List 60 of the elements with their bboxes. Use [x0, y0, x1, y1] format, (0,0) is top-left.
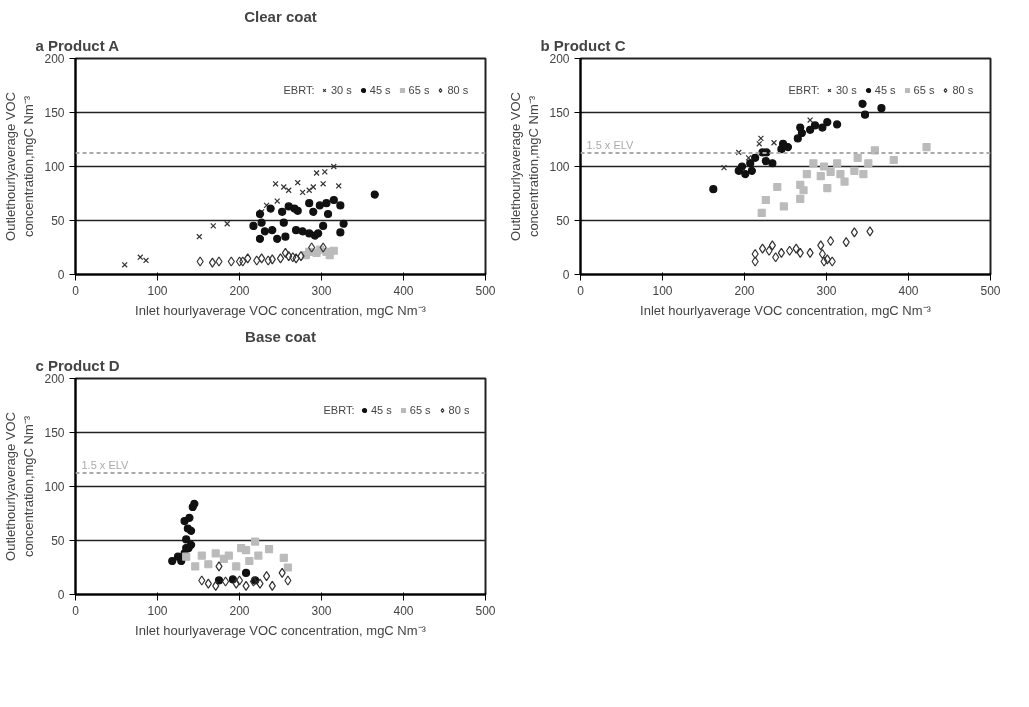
chart-title: a Product A [35, 36, 120, 54]
x-tick-label: 400 [898, 283, 919, 298]
x-tick-label: 400 [393, 603, 414, 618]
x-tick-label: 200 [229, 603, 250, 618]
y-axis-title: Outlethourlyaverage VOC concentration,mgC Nm⁻³ [508, 92, 542, 241]
ref-line-label: 1.5 x ELV [81, 459, 130, 471]
y-tick-label: 50 [51, 214, 65, 228]
x-tick-label: 200 [229, 283, 250, 298]
legend-label: 45 s [874, 84, 896, 96]
x-tick-label: 0 [72, 283, 80, 298]
y-tick-label: 0 [57, 268, 65, 282]
x-tick-label: 100 [147, 603, 168, 618]
x-tick-label: 0 [72, 603, 80, 618]
x-tick-label: 100 [652, 283, 673, 298]
ref-line-label: 1.5 x ELV [586, 139, 635, 151]
legend-label: 80 s [447, 84, 469, 96]
x-tick-label: 500 [475, 603, 496, 618]
y-axis-title: Outlethourlyaverage VOC concentration,mgC Nm⁻³ [3, 412, 37, 561]
legend-label: 30 s [331, 84, 352, 96]
x-axis-title: Inlet hourlyaverage VOC concentration, mgC Nm⁻³ [135, 302, 427, 318]
y-tick-label: 150 [549, 106, 570, 120]
chart-title: c Product D [35, 356, 120, 374]
x-tick-label: 0 [577, 283, 585, 298]
y-tick-label: 100 [549, 160, 570, 174]
x-tick-label: 300 [816, 283, 837, 298]
y-tick-label: 50 [556, 214, 570, 228]
legend-label: 65 s [409, 404, 431, 416]
text: Base coat [245, 327, 316, 345]
y-tick-label: 50 [51, 534, 65, 548]
x-tick-label: 500 [980, 283, 1001, 298]
legend-label: 80 s [952, 84, 974, 96]
x-tick-label: 500 [475, 283, 496, 298]
y-tick-label: 150 [44, 426, 65, 440]
legend-label: 65 s [408, 84, 430, 96]
y-tick-label: 200 [44, 372, 65, 386]
x-axis-title: Inlet hourlyaverage VOC concentration, mgC Nm⁻³ [135, 622, 427, 638]
y-tick-label: 0 [57, 588, 65, 602]
x-tick-label: 200 [734, 283, 755, 298]
y-axis-title: Outlethourlyaverage VOC concentration,mgC Nm⁻³ [3, 92, 37, 241]
x-tick-label: 100 [147, 283, 168, 298]
legend-title: EBRT: [323, 403, 355, 416]
y-tick-label: 200 [549, 52, 570, 66]
legend-label: 80 s [448, 404, 470, 416]
chart-title: b Product C [540, 36, 626, 54]
y-tick-label: 200 [44, 52, 65, 66]
x-axis-title: Inlet hourlyaverage VOC concentration, mgC Nm⁻³ [640, 302, 932, 318]
legend-label: 45 s [369, 84, 391, 96]
y-tick-label: 0 [562, 268, 570, 282]
x-tick-label: 400 [393, 283, 414, 298]
x-tick-label: 300 [311, 283, 332, 298]
y-tick-label: 100 [44, 160, 65, 174]
legend-title: EBRT: [283, 83, 315, 96]
legend-label: 45 s [371, 404, 392, 416]
text: Clear coat [244, 7, 317, 25]
y-tick-label: 100 [44, 480, 65, 494]
legend-label: 30 s [836, 84, 857, 96]
x-tick-label: 300 [311, 603, 332, 618]
y-tick-label: 150 [44, 106, 65, 120]
legend-title: EBRT: [788, 83, 820, 96]
legend-label: 65 s [913, 84, 935, 96]
